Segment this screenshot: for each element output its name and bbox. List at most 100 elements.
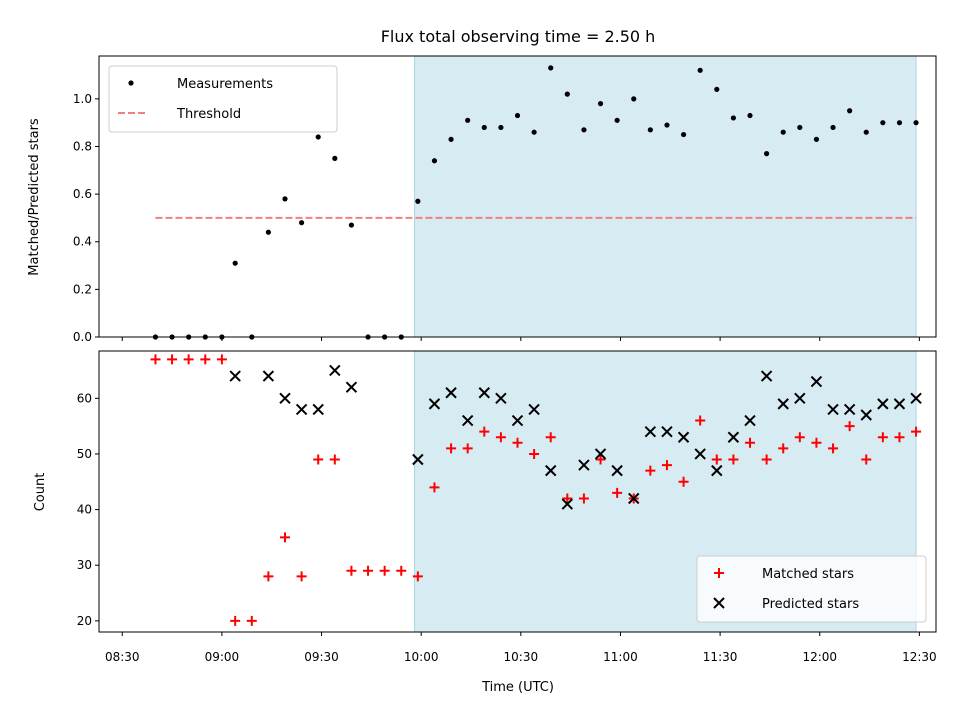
predicted-star-point bbox=[611, 464, 623, 477]
predicted-star-point bbox=[843, 403, 856, 416]
top-legend-box bbox=[108, 65, 338, 133]
matched-star-point bbox=[512, 437, 523, 448]
x-axis-label: Time (UTC) bbox=[481, 680, 554, 695]
matched-star-point bbox=[678, 476, 689, 487]
matched-star-point bbox=[263, 571, 274, 582]
predicted-star-point bbox=[345, 381, 358, 393]
predicted-star-point bbox=[810, 375, 823, 388]
top-axes-frame bbox=[98, 55, 937, 338]
top-legend-label: Measurements bbox=[177, 77, 273, 92]
bottom-y-tick-label: 60 bbox=[77, 391, 92, 405]
matched-star-point bbox=[911, 426, 922, 437]
matched-star-point bbox=[894, 432, 905, 443]
top-y-tick-label: 0.0 bbox=[73, 330, 92, 344]
bottom-legend-label: Predicted stars bbox=[762, 597, 859, 612]
bottom-y-tick-label: 50 bbox=[77, 447, 92, 461]
predicted-star-point bbox=[677, 431, 690, 443]
matched-star-point bbox=[329, 454, 340, 465]
matched-star-point bbox=[745, 437, 755, 448]
measurement-point bbox=[830, 124, 836, 131]
matched-star-point bbox=[183, 354, 194, 365]
top-y-tick-label: 0.6 bbox=[73, 187, 92, 201]
top-y-axis-ticks: 0.0 0.2 0.4 0.6 0.8 1.0 bbox=[73, 92, 99, 344]
measurement-point bbox=[315, 134, 321, 140]
predicted-star-point bbox=[428, 398, 441, 410]
matched-star-point bbox=[167, 354, 178, 365]
predicted-star-point bbox=[229, 370, 241, 382]
top-plot-marks bbox=[152, 65, 919, 340]
predicted-star-point bbox=[644, 425, 657, 438]
matched-star-point bbox=[595, 454, 606, 465]
matched-star-point bbox=[379, 565, 390, 576]
predicted-star-point bbox=[760, 370, 773, 382]
legend-measurement-swatch bbox=[128, 80, 134, 86]
matched-star-point bbox=[363, 565, 374, 576]
matched-star-point bbox=[645, 465, 656, 476]
top-y-tick-label: 0.2 bbox=[73, 282, 92, 296]
measurement-point bbox=[548, 65, 554, 71]
matched-star-point bbox=[200, 354, 211, 365]
predicted-star-point bbox=[262, 370, 275, 382]
top-legend-label: Threshold bbox=[176, 107, 241, 122]
matched-star-point bbox=[778, 443, 789, 454]
bottom-y-tick-label: 40 bbox=[77, 503, 92, 517]
top-shaded-span bbox=[414, 55, 917, 338]
predicted-star-point bbox=[461, 414, 474, 427]
measurement-point bbox=[564, 91, 570, 97]
matched-star-point bbox=[844, 421, 855, 432]
matched-star-point bbox=[396, 565, 407, 576]
predicted-star-point bbox=[329, 364, 341, 377]
top-y-axis-label: Matched/Predicted stars bbox=[27, 118, 42, 276]
matched-star-point bbox=[661, 460, 672, 471]
measurement-point bbox=[498, 124, 504, 131]
matched-star-point bbox=[529, 448, 540, 459]
predicted-star-point bbox=[528, 403, 540, 416]
matched-star-point bbox=[828, 443, 839, 454]
predicted-star-point bbox=[628, 492, 640, 505]
predicted-star-point bbox=[279, 392, 291, 405]
bottom-y-tick-label: 30 bbox=[77, 558, 92, 572]
x-tick-label: 12:30 bbox=[902, 650, 937, 664]
measurement-point bbox=[597, 101, 604, 107]
matched-star-point bbox=[296, 571, 307, 582]
measurement-point bbox=[697, 67, 703, 73]
bottom-panel-counts: 20 30 40 50 60 08:30 09:00 09:30 10:00 10:30 11:0… bbox=[33, 350, 937, 695]
top-y-tick-label: 0.8 bbox=[73, 139, 92, 153]
measurement-point bbox=[714, 86, 720, 92]
predicted-star-point bbox=[794, 392, 806, 405]
matched-star-point bbox=[794, 432, 805, 443]
measurement-point bbox=[664, 122, 670, 128]
measurement-point bbox=[282, 196, 288, 202]
matched-star-point bbox=[412, 571, 423, 582]
matched-star-point bbox=[280, 532, 290, 543]
matched-star-point bbox=[695, 415, 706, 426]
predicted-star-point bbox=[478, 387, 490, 399]
measurement-point bbox=[265, 229, 271, 235]
measurement-point bbox=[680, 131, 687, 138]
measurement-point bbox=[913, 120, 919, 126]
predicted-star-point bbox=[495, 392, 507, 405]
measurement-point bbox=[730, 115, 736, 121]
matched-star-point bbox=[761, 454, 772, 465]
bottom-axes-frame bbox=[98, 350, 937, 633]
measurement-point bbox=[631, 96, 637, 102]
measurement-point bbox=[797, 124, 803, 131]
predicted-star-point bbox=[561, 498, 574, 510]
chart-title: Flux total observing time = 2.50 h bbox=[381, 27, 656, 46]
predicted-star-point bbox=[312, 403, 324, 416]
bottom-legend-label: Matched stars bbox=[762, 567, 854, 582]
top-observing-window-shading bbox=[414, 55, 917, 338]
measurement-point bbox=[531, 129, 537, 135]
bottom-y-axis-ticks: 20 30 40 50 60 bbox=[77, 391, 99, 628]
matched-star-point bbox=[150, 354, 161, 365]
matched-star-point bbox=[711, 454, 722, 465]
x-tick-label: 10:00 bbox=[404, 650, 439, 664]
predicted-star-point bbox=[744, 414, 756, 427]
bottom-plot-marks bbox=[150, 354, 922, 626]
bottom-x-axis-ticks: 08:30 09:00 09:30 10:00 10:30 11:00 11:30 12:00… bbox=[105, 632, 937, 664]
x-tick-label: 11:30 bbox=[703, 650, 738, 664]
matched-star-point bbox=[877, 432, 888, 443]
matched-star-point bbox=[246, 615, 257, 626]
predicted-star-point bbox=[711, 464, 723, 477]
